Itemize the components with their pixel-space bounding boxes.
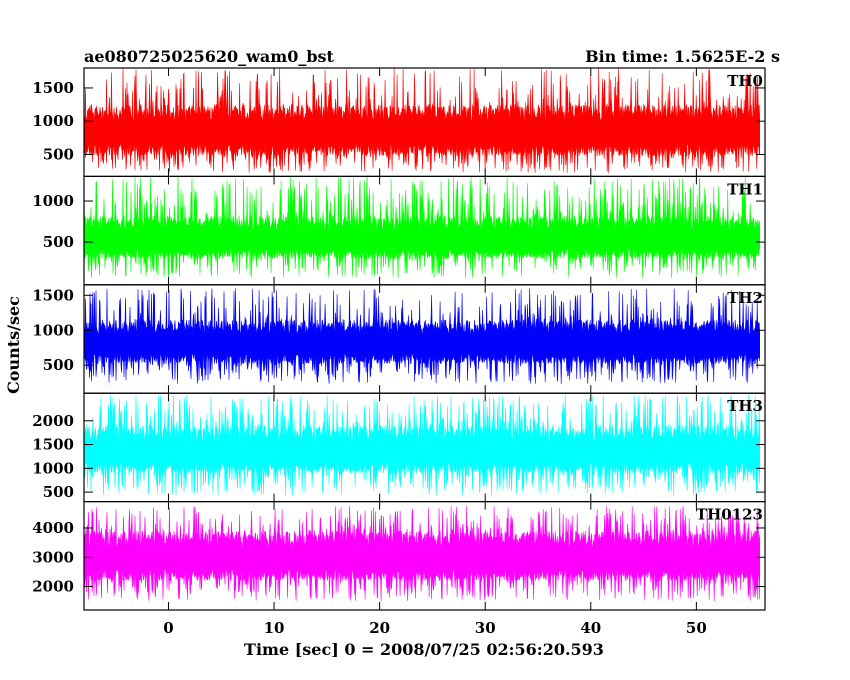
y-tick-label: 1000 [32, 192, 74, 210]
x-tick-label: 30 [475, 619, 496, 637]
y-tick-label: 500 [43, 145, 74, 163]
series-th0123 [84, 506, 761, 602]
y-tick-label: 1500 [32, 286, 74, 304]
y-tick-label: 500 [43, 483, 74, 501]
panel-frame [83, 501, 766, 611]
chart-title: ae080725025620_wam0_bst [84, 47, 335, 66]
y-tick-label: 500 [43, 233, 74, 251]
y-tick-label: 2000 [32, 578, 74, 596]
panel-th3: 500 1000 1500 2000 TH3 [32, 392, 766, 503]
panel-label-th3: TH3 [727, 397, 763, 415]
panel-th0123: 2000 3000 4000 TH0123 [32, 501, 766, 611]
panel-th1: 500 1000 TH1 [32, 175, 766, 286]
panel-label-th1: TH1 [727, 180, 763, 198]
series-th0 [84, 68, 761, 174]
y-tick-label: 3000 [32, 548, 74, 566]
x-tick-label: 10 [264, 619, 285, 637]
x-axis: 0 10 20 30 40 50 [163, 619, 707, 637]
x-tick-label: 40 [580, 619, 601, 637]
y-tick-label: 1000 [32, 459, 74, 477]
series-th2 [84, 288, 761, 385]
panel-label-th2: TH2 [727, 289, 763, 307]
y-tick-label: 1000 [32, 321, 74, 339]
y-tick-label: 2000 [32, 412, 74, 430]
y-tick-label: 1000 [32, 112, 74, 130]
x-tick-label: 50 [686, 619, 707, 637]
x-tick-label: 20 [369, 619, 390, 637]
y-tick-label: 1500 [32, 436, 74, 454]
series-th1 [84, 176, 761, 279]
panel-label-th0123: TH0123 [696, 506, 763, 524]
y-tick-label: 4000 [32, 519, 74, 537]
bin-time-label: Bin time: 1.5625E-2 s [585, 47, 780, 66]
panel-label-th0: TH0 [727, 72, 763, 90]
panel-th0: 500 1000 1500 TH0 [32, 67, 766, 178]
panel-th2: 500 1000 1500 TH2 [32, 284, 766, 394]
x-tick-label: 0 [163, 619, 173, 637]
x-axis-label: Time [sec] 0 = 2008/07/25 02:56:20.593 [244, 640, 604, 659]
y-tick-label: 1500 [32, 79, 74, 97]
y-axis-label: Counts/sec [4, 296, 23, 394]
series-th3 [84, 394, 761, 496]
y-tick-label: 500 [43, 356, 74, 374]
